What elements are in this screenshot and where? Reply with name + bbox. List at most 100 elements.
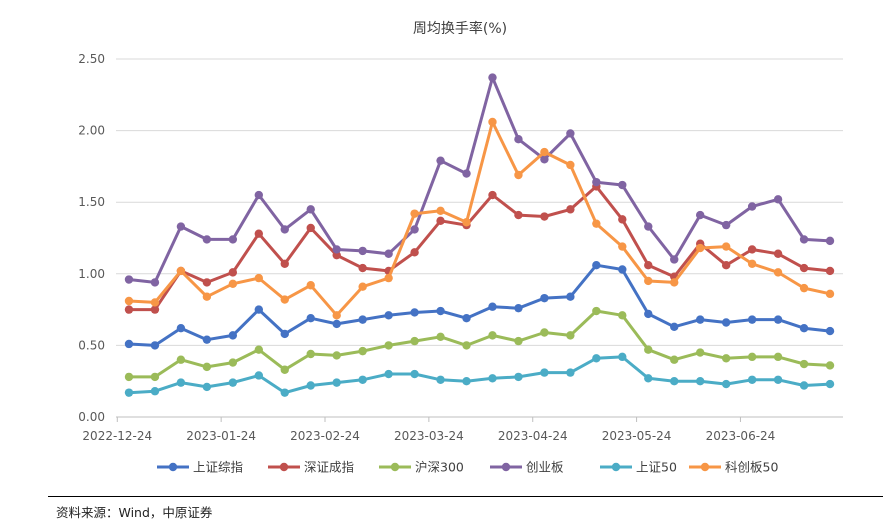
data-point xyxy=(436,375,445,384)
legend-swatch-marker xyxy=(700,462,710,472)
data-point xyxy=(488,190,497,200)
data-point xyxy=(773,195,783,204)
data-point xyxy=(384,273,393,283)
data-point xyxy=(332,378,341,387)
data-point xyxy=(410,308,419,317)
data-point xyxy=(384,311,393,320)
data-point xyxy=(306,313,315,323)
data-point xyxy=(332,351,341,360)
data-point xyxy=(462,341,471,350)
data-point xyxy=(384,369,393,379)
data-point xyxy=(410,336,419,346)
data-point xyxy=(773,315,783,324)
series-3 xyxy=(124,73,835,287)
data-point xyxy=(280,225,289,234)
axes: 0.00 0.50 1.00 1.50 2.00 2.50 2022-12-24 2023-0… xyxy=(78,52,843,443)
data-point xyxy=(592,219,601,228)
data-point xyxy=(358,246,367,256)
data-point xyxy=(124,372,134,382)
data-point xyxy=(202,335,212,344)
data-point xyxy=(695,210,705,220)
data-point xyxy=(514,303,523,313)
y-tick-label: 1.00 xyxy=(78,267,105,281)
data-point xyxy=(280,259,289,268)
data-point xyxy=(306,349,315,359)
data-point xyxy=(566,160,575,170)
data-point xyxy=(773,268,783,277)
data-point xyxy=(592,261,601,270)
data-point xyxy=(488,374,497,383)
y-tick-label: 2.00 xyxy=(78,124,105,138)
data-point xyxy=(150,387,160,396)
x-tick-label: 2023-05-24 xyxy=(602,429,672,443)
data-point xyxy=(150,278,160,287)
data-point xyxy=(799,283,809,293)
data-point xyxy=(566,292,575,301)
data-point xyxy=(202,278,212,287)
data-point xyxy=(592,354,601,363)
data-point xyxy=(514,372,523,382)
legend-label: 上证50 xyxy=(636,460,677,475)
chart-title: 周均换手率(%) xyxy=(413,20,507,37)
x-tick-label: 2022-12-24 xyxy=(82,429,152,443)
data-point xyxy=(384,341,393,350)
data-point xyxy=(514,336,523,346)
data-point xyxy=(618,242,627,251)
data-point xyxy=(747,202,757,211)
legend-item-0: 上证综指 xyxy=(157,460,243,475)
x-tick-label: 2023-03-24 xyxy=(394,429,464,443)
data-point xyxy=(488,73,497,82)
data-point xyxy=(280,388,289,397)
series-line xyxy=(128,263,831,347)
data-point xyxy=(799,263,809,273)
data-point xyxy=(150,372,160,382)
data-point xyxy=(514,210,523,220)
data-point xyxy=(124,305,134,314)
data-point xyxy=(799,235,809,244)
data-point xyxy=(695,377,705,386)
data-point xyxy=(306,223,315,233)
y-tick-label: 0.50 xyxy=(78,338,105,352)
data-point xyxy=(176,378,186,387)
source-note: 资料来源：Wind，中原证券 xyxy=(56,505,213,520)
data-point xyxy=(695,243,705,253)
data-point xyxy=(332,319,341,329)
legend-item-5: 科创板50 xyxy=(689,460,778,475)
data-point xyxy=(670,322,679,331)
data-point xyxy=(358,315,367,324)
series-line xyxy=(129,309,831,379)
data-point xyxy=(747,245,757,254)
data-point xyxy=(150,341,160,350)
data-point xyxy=(514,134,523,144)
data-point xyxy=(202,235,212,244)
data-point xyxy=(618,311,627,320)
data-point xyxy=(747,375,757,384)
legend-label: 沪深300 xyxy=(415,460,464,475)
data-point xyxy=(436,332,445,342)
data-point xyxy=(695,315,705,324)
data-point xyxy=(462,313,471,323)
data-point xyxy=(436,216,445,226)
data-point xyxy=(618,180,627,190)
series-line xyxy=(128,355,831,395)
series-layer xyxy=(124,73,835,397)
data-point xyxy=(254,229,264,238)
data-point xyxy=(150,298,160,307)
data-point xyxy=(228,279,238,289)
data-point xyxy=(228,378,238,387)
data-point xyxy=(358,263,367,273)
data-point xyxy=(176,266,186,276)
x-tick-label: 2023-04-24 xyxy=(498,429,568,443)
data-point xyxy=(566,205,575,214)
legend-swatch-marker xyxy=(611,462,621,472)
data-point xyxy=(488,117,497,127)
data-point xyxy=(695,348,705,357)
data-point xyxy=(644,345,653,354)
data-point xyxy=(566,129,575,138)
data-point xyxy=(566,331,575,340)
data-point xyxy=(825,266,835,276)
legend: 上证综指 深证成指 沪深300 创业板 上证50 科创板50 xyxy=(157,460,778,475)
data-point xyxy=(410,248,419,257)
legend-item-1: 深证成指 xyxy=(268,460,354,475)
legend-swatch-marker xyxy=(501,462,511,472)
